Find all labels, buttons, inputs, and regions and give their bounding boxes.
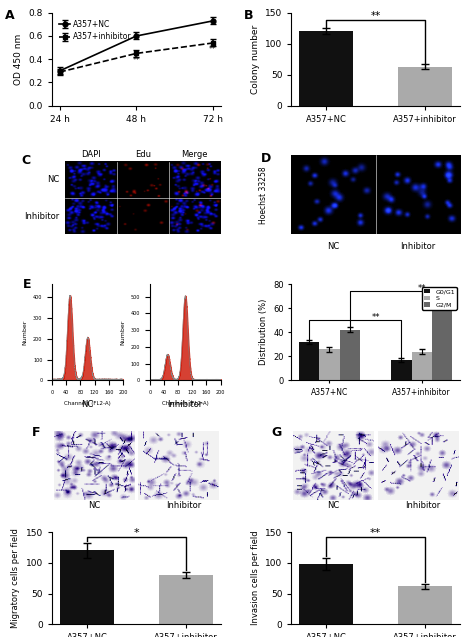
Bar bbox=[339, 330, 360, 380]
Text: A: A bbox=[5, 9, 15, 22]
Bar bbox=[299, 342, 319, 380]
Text: NC: NC bbox=[328, 243, 339, 252]
Y-axis label: Invasion cells per field: Invasion cells per field bbox=[250, 531, 259, 626]
Text: **: ** bbox=[370, 527, 381, 538]
Bar bbox=[411, 352, 432, 380]
Text: NC: NC bbox=[82, 401, 94, 410]
Text: **: ** bbox=[371, 11, 381, 21]
Legend: G0/G1, S, G2/M: G0/G1, S, G2/M bbox=[422, 287, 456, 310]
Text: G: G bbox=[271, 426, 282, 439]
Bar bbox=[159, 575, 213, 624]
Text: NC: NC bbox=[88, 501, 100, 510]
Bar bbox=[319, 349, 339, 380]
Text: **: ** bbox=[209, 45, 217, 54]
Bar bbox=[398, 586, 452, 624]
Text: Inhibitor: Inhibitor bbox=[168, 401, 203, 410]
Bar bbox=[398, 67, 452, 106]
Bar bbox=[391, 360, 411, 380]
Text: Inhibitor: Inhibitor bbox=[400, 243, 435, 252]
Text: Edu: Edu bbox=[135, 150, 151, 159]
Y-axis label: Migratory cells per field: Migratory cells per field bbox=[11, 528, 20, 628]
Text: **: ** bbox=[371, 313, 380, 322]
Y-axis label: Number: Number bbox=[22, 320, 27, 345]
X-axis label: Channels (FL2-A): Channels (FL2-A) bbox=[64, 401, 111, 406]
Y-axis label: Number: Number bbox=[120, 320, 125, 345]
Text: C: C bbox=[22, 154, 31, 167]
Text: E: E bbox=[22, 278, 31, 291]
Text: DAPI: DAPI bbox=[81, 150, 101, 159]
Y-axis label: OD 450 nm: OD 450 nm bbox=[14, 34, 23, 85]
Y-axis label: Distribution (%): Distribution (%) bbox=[258, 299, 267, 366]
Bar bbox=[432, 306, 452, 380]
Y-axis label: Colony number: Colony number bbox=[250, 25, 259, 94]
Text: Inhibitor: Inhibitor bbox=[24, 212, 59, 221]
Text: **: ** bbox=[418, 283, 426, 292]
Bar bbox=[299, 564, 353, 624]
Bar bbox=[299, 31, 353, 106]
Text: Inhibitor: Inhibitor bbox=[405, 501, 440, 510]
Legend: A357+NC, A357+inhibitor: A357+NC, A357+inhibitor bbox=[56, 17, 135, 45]
Text: *: * bbox=[134, 527, 139, 538]
Text: B: B bbox=[244, 9, 254, 22]
Bar bbox=[60, 550, 114, 624]
Text: NC: NC bbox=[328, 501, 339, 510]
X-axis label: Channels (FL2-A): Channels (FL2-A) bbox=[162, 401, 209, 406]
Text: Inhibitor: Inhibitor bbox=[166, 501, 201, 510]
Text: Merge: Merge bbox=[182, 150, 208, 159]
Text: Hoechst 33258: Hoechst 33258 bbox=[259, 166, 268, 224]
Text: F: F bbox=[32, 426, 40, 439]
Text: **: ** bbox=[133, 55, 140, 65]
Text: D: D bbox=[261, 152, 271, 165]
Text: NC: NC bbox=[46, 175, 59, 185]
